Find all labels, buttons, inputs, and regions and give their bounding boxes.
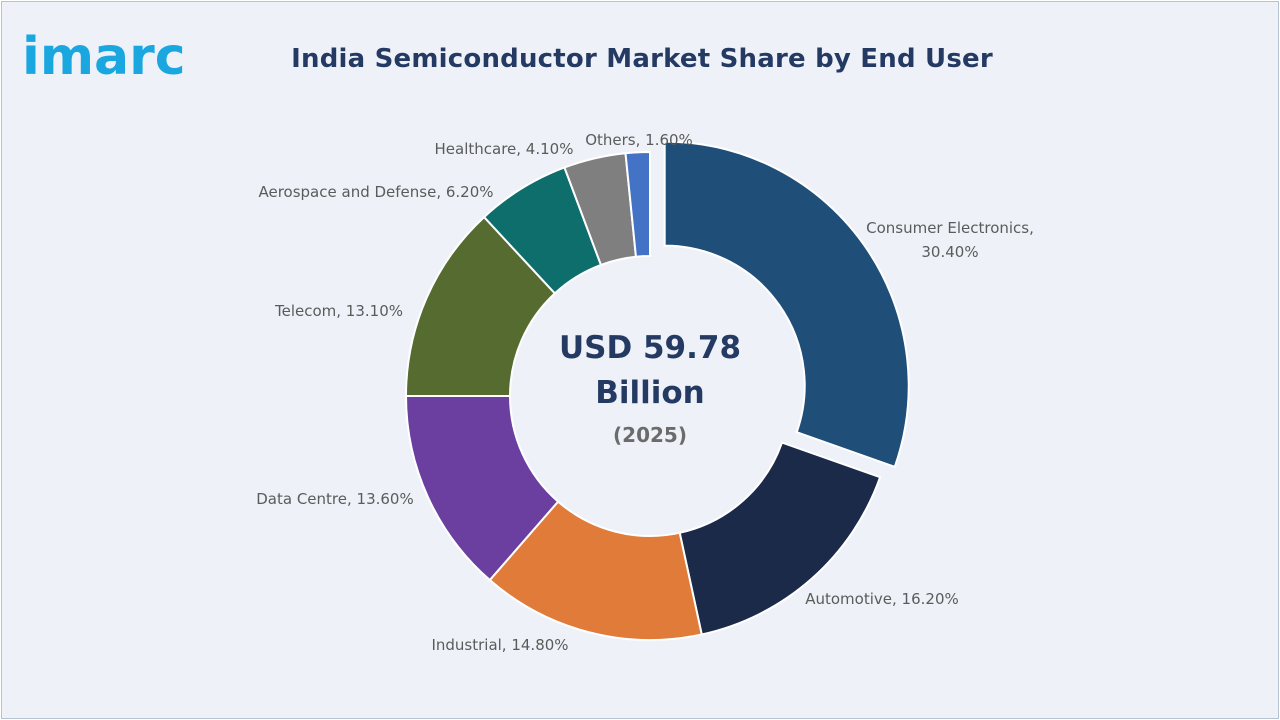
label-data-centre: Data Centre, 13.60% <box>256 490 413 508</box>
center-label: USD 59.78 Billion (2025) <box>559 330 741 447</box>
donut-slices <box>404 140 910 641</box>
slice-automotive <box>678 441 882 636</box>
label-telecom: Telecom, 13.10% <box>274 302 403 320</box>
logo-text: imarc <box>22 27 186 86</box>
center-year: (2025) <box>613 423 687 447</box>
label-healthcare: Healthcare, 4.10% <box>435 140 574 158</box>
label-automotive: Automotive, 16.20% <box>805 590 959 608</box>
label-others: Others, 1.60% <box>585 131 693 149</box>
label-aerospace-and-defense: Aerospace and Defense, 6.20% <box>258 183 493 201</box>
imarc-logo: imarc <box>22 27 186 86</box>
center-value: USD 59.78 <box>559 330 741 366</box>
label-consumer-electronics: Consumer Electronics, 30.40% <box>866 219 1034 261</box>
label-industrial: Industrial, 14.80% <box>431 636 568 654</box>
chart-title: India Semiconductor Market Share by End … <box>291 44 993 74</box>
slice-others <box>624 150 651 258</box>
slice-consumer-electronics <box>663 140 910 469</box>
slice-labels: Consumer Electronics, 30.40% Automotive, 1… <box>256 131 1034 654</box>
center-unit: Billion <box>595 375 705 411</box>
